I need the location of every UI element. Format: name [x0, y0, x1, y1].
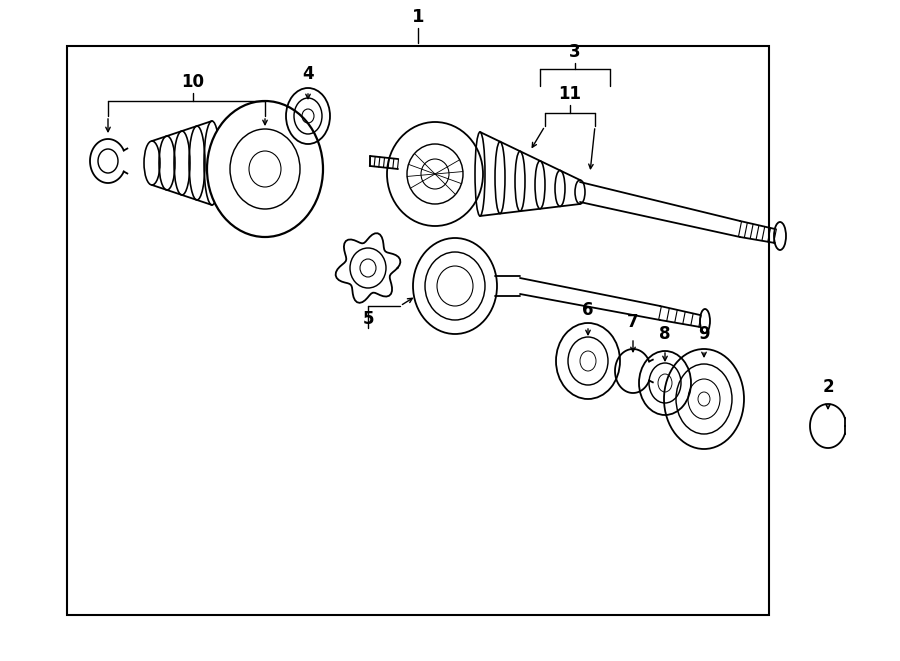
Text: 10: 10 [182, 73, 204, 91]
Text: 6: 6 [582, 301, 594, 319]
Text: 4: 4 [302, 65, 314, 83]
Ellipse shape [207, 101, 323, 237]
Text: 3: 3 [569, 43, 580, 61]
Text: 11: 11 [559, 85, 581, 103]
Text: 7: 7 [627, 313, 639, 331]
Text: 1: 1 [412, 8, 424, 26]
Text: 2: 2 [823, 378, 833, 396]
Ellipse shape [413, 238, 497, 334]
Text: 5: 5 [362, 310, 374, 328]
Text: 8: 8 [659, 325, 670, 343]
Bar [67, 46, 769, 615]
Text: 9: 9 [698, 325, 710, 343]
